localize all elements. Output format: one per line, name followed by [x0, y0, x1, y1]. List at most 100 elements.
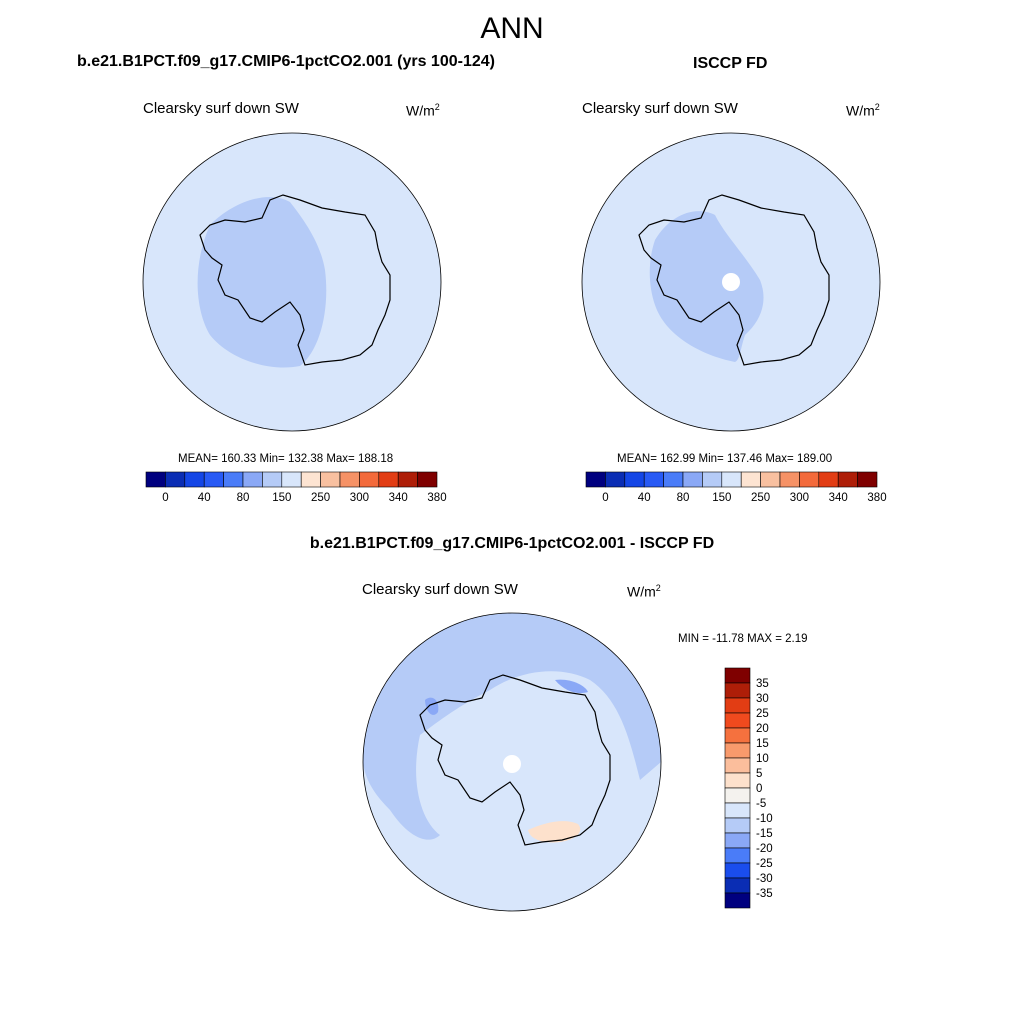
diff-colorbar-box — [724, 832, 751, 849]
model-colorbar-tick: 250 — [311, 492, 330, 504]
obs-colorbar-tick: 300 — [790, 492, 809, 504]
diff-colorbar-box — [724, 682, 751, 699]
obs-map-border — [581, 132, 881, 432]
model-colorbar-box — [203, 471, 224, 488]
model-colorbar-tick: 40 — [198, 492, 211, 504]
obs-colorbar-tick: 80 — [677, 492, 690, 504]
model-colorbar-box — [242, 471, 263, 488]
model-colorbar-box — [339, 471, 360, 488]
diff-colorbar-box — [724, 742, 751, 759]
obs-colorbar-tick: 340 — [829, 492, 848, 504]
model-colorbar-tick: 300 — [350, 492, 369, 504]
diff-colorbar-box — [724, 862, 751, 879]
model-colorbar-box — [417, 471, 438, 488]
diff-map-coastline — [419, 674, 611, 846]
diff-colorbar-box — [724, 802, 751, 819]
obs-colorbar-box — [643, 471, 664, 488]
diff-colorbar-box — [724, 892, 751, 909]
obs-colorbar-box — [721, 471, 742, 488]
diff-colorbar-tick: 30 — [756, 693, 769, 705]
model-variable-label: Clearsky surf down SW — [143, 100, 299, 117]
obs-colorbar-box — [585, 471, 606, 488]
model-colorbar-tick: 340 — [389, 492, 408, 504]
model-map-west-band — [197, 196, 327, 368]
model-stats: MEAN= 160.33 Min= 132.38 Max= 188.18 — [178, 453, 394, 465]
diff-map-blue-patch-2 — [555, 679, 588, 694]
diff-colorbar: 35 30 25 20 15 10 5 0 -5 -10 -15 -20 -25 -30 -35 — [724, 667, 773, 909]
diff-colorbar-tick: -25 — [756, 858, 773, 870]
diff-colorbar-tick: 35 — [756, 678, 769, 690]
obs-colorbar-tick: 250 — [751, 492, 770, 504]
obs-colorbar-box — [779, 471, 800, 488]
model-colorbar-box — [165, 471, 186, 488]
diff-colorbar-box — [724, 727, 751, 744]
diff-colorbar-box — [724, 697, 751, 714]
diff-map-blue-patch — [425, 697, 439, 715]
obs-colorbar-box — [663, 471, 684, 488]
model-colorbar-box — [262, 471, 283, 488]
obs-colorbar-tick: 40 — [638, 492, 651, 504]
diff-panel-title: b.e21.B1PCT.f09_g17.CMIP6-1pctCO2.001 - … — [309, 535, 715, 552]
obs-colorbar-tick: 150 — [712, 492, 731, 504]
figure-title: ANN — [480, 12, 544, 45]
diff-colorbar-tick: -15 — [756, 828, 773, 840]
model-map-border — [142, 132, 442, 432]
model-colorbar-tick: 80 — [237, 492, 250, 504]
diff-map-outer-ring — [363, 613, 661, 840]
obs-variable-label: Clearsky surf down SW — [582, 100, 738, 117]
diff-colorbar-tick: -20 — [756, 843, 773, 855]
diff-colorbar-box — [724, 757, 751, 774]
obs-map-pole-gap — [722, 273, 740, 291]
diff-map-border — [362, 612, 662, 912]
obs-colorbar-tick: 380 — [867, 492, 886, 504]
model-panel-title: b.e21.B1PCT.f09_g17.CMIP6-1pctCO2.001 (y… — [77, 53, 495, 70]
diff-colorbar-box — [724, 772, 751, 789]
model-colorbar-box — [184, 471, 205, 488]
obs-colorbar-box — [857, 471, 878, 488]
model-colorbar-tick: 380 — [427, 492, 446, 504]
diff-colorbar-tick: -30 — [756, 873, 773, 885]
obs-map-west-band — [649, 211, 764, 362]
diff-colorbar-tick: 25 — [756, 708, 769, 720]
diff-variable-label: Clearsky surf down SW — [362, 581, 518, 598]
diff-colorbar-tick: -10 — [756, 813, 773, 825]
obs-colorbar-box — [605, 471, 626, 488]
model-colorbar: 0 40 80 150 250 300 340 380 — [145, 471, 447, 504]
diff-colorbar-tick: -5 — [756, 798, 766, 810]
obs-colorbar-box — [702, 471, 723, 488]
obs-map — [582, 133, 880, 431]
model-colorbar-box — [281, 471, 302, 488]
obs-colorbar-box — [837, 471, 858, 488]
model-colorbar-box — [223, 471, 244, 488]
diff-map — [363, 613, 661, 911]
diff-minmax: MIN = -11.78 MAX = 2.19 — [678, 633, 808, 645]
model-colorbar-box — [359, 471, 380, 488]
diff-colorbar-box — [724, 847, 751, 864]
obs-colorbar-box — [818, 471, 839, 488]
model-colorbar-box — [320, 471, 341, 488]
diff-colorbar-tick: 5 — [756, 768, 762, 780]
model-units-label: W/m2 — [406, 102, 440, 119]
diff-units-label: W/m2 — [627, 583, 661, 600]
model-colorbar-tick: 0 — [162, 492, 168, 504]
diff-colorbar-box — [724, 787, 751, 804]
model-map — [143, 133, 441, 431]
diff-colorbar-tick: 0 — [756, 783, 762, 795]
obs-colorbar-box — [682, 471, 703, 488]
diff-colorbar-tick: 15 — [756, 738, 769, 750]
obs-stats: MEAN= 162.99 Min= 137.46 Max= 189.00 — [617, 453, 833, 465]
obs-map-coastline — [638, 194, 830, 366]
diff-map-pole-gap — [503, 755, 521, 773]
diff-colorbar-box — [724, 817, 751, 834]
diff-colorbar-box — [724, 877, 751, 894]
diff-colorbar-box — [724, 667, 751, 684]
obs-colorbar-box — [624, 471, 645, 488]
obs-colorbar-box — [799, 471, 820, 488]
model-colorbar-box — [145, 471, 166, 488]
model-colorbar-box — [378, 471, 399, 488]
diff-colorbar-tick: 10 — [756, 753, 769, 765]
obs-colorbar-box — [740, 471, 761, 488]
diff-colorbar-box — [724, 712, 751, 729]
diff-map-warm-patch — [528, 821, 581, 843]
